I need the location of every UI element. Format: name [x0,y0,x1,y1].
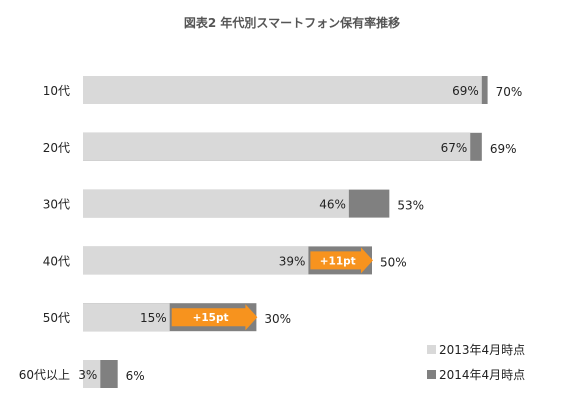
category-label: 30代 [43,198,70,212]
bars-group: 10代 69% 70% 20代 67% 69% 30代 46% 53% 40代 39% 50% +11p… [19,76,523,388]
legend-swatch [427,345,436,354]
legend-label: 2013年4月時点 [439,343,525,357]
data-label-2013: 69% [452,84,479,98]
bar-2013 [83,189,349,218]
bar-2013 [83,76,482,104]
annotation-label: +11pt [320,255,356,267]
category-label: 60代以上 [19,368,70,382]
data-label-2014: 69% [490,142,517,156]
legend: 2013年4月時点 2014年4月時点 [427,343,525,382]
data-label-2014: 6% [126,369,145,383]
bar-2013 [83,246,309,275]
data-label-2013: 67% [441,141,468,155]
bar-2013 [83,303,170,332]
category-label: 10代 [43,84,70,98]
legend-label: 2014年4月時点 [439,368,525,382]
data-label-2013: 15% [140,311,167,325]
category-label: 40代 [43,254,70,268]
bar-2013 [83,360,101,388]
annotation-arrow [171,304,258,331]
data-label-2014: 70% [496,85,523,99]
category-label: 20代 [43,141,70,155]
data-label-2013: 46% [319,198,346,212]
chart-title: 図表2 年代別スマートフォン保有率推移 [184,15,400,30]
data-label-2014: 30% [264,312,291,326]
data-label-2013: 3% [78,368,97,382]
data-label-2014: 50% [380,255,407,269]
legend-swatch [427,370,436,379]
category-label: 50代 [43,311,70,325]
data-label-2013: 39% [279,254,306,268]
data-label-2014: 53% [397,199,424,213]
bar-2013 [83,132,471,161]
annotation-label: +15pt [193,312,229,324]
annotation-arrow [310,247,373,274]
